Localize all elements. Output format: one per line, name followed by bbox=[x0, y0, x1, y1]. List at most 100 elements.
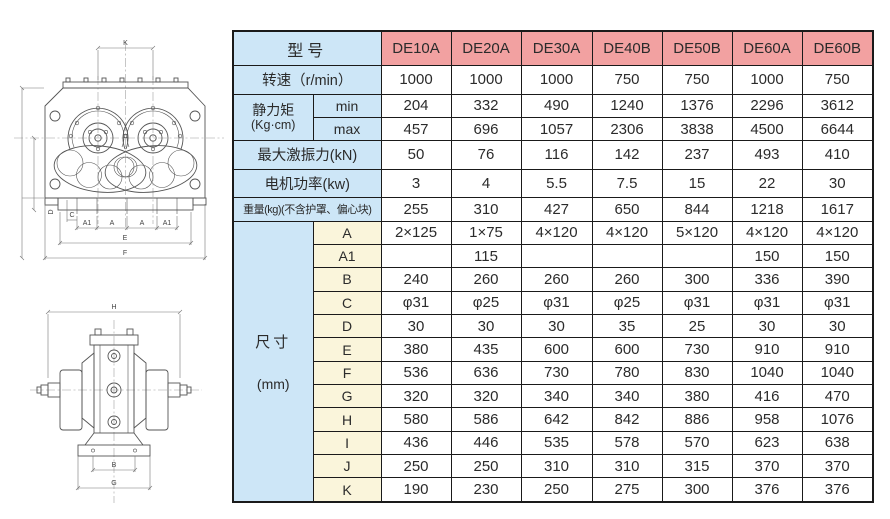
side-view-drawing: H B G bbox=[30, 304, 202, 503]
spec-value: 30 bbox=[801, 168, 874, 199]
vibrator-front-geometry bbox=[44, 77, 207, 214]
spec-value: 4×120 bbox=[731, 220, 803, 245]
table-row: 重量(kg)(不含护罩、偏心块) 255 310 427 650 844 1218 1617 bbox=[232, 197, 874, 222]
center-lines bbox=[30, 320, 202, 503]
spec-value: 844 bbox=[661, 197, 733, 222]
spec-value bbox=[520, 243, 593, 269]
spec-value: 600 bbox=[520, 337, 593, 362]
table-row: F 536 636 730 780 830 1040 1040 bbox=[233, 360, 874, 386]
housing-bolts bbox=[106, 349, 122, 429]
spec-value: 650 bbox=[591, 197, 663, 222]
table-row: 尺寸 (mm) A 2×125 1×75 4×120 4×120 5×120 4×120 4×12… bbox=[232, 220, 874, 503]
table-row: 静力矩 (Kg·cm) min 204 332 490 1240 1376 2296 3612 bbox=[232, 93, 874, 142]
spec-value: 638 bbox=[801, 430, 874, 456]
spec-value: 6644 bbox=[801, 116, 874, 142]
dim-label-f: F bbox=[123, 250, 127, 257]
spec-value: φ31 bbox=[520, 290, 593, 316]
spec-value: 1218 bbox=[731, 197, 803, 222]
spec-value: 416 bbox=[731, 384, 803, 409]
spec-value: 22 bbox=[731, 168, 803, 199]
spec-value: 230 bbox=[450, 477, 522, 503]
spec-value: 435 bbox=[450, 337, 522, 362]
speed-label: 转速（r/min） bbox=[232, 65, 382, 95]
spec-value: 3612 bbox=[801, 93, 874, 118]
spec-value: 275 bbox=[591, 477, 663, 503]
spec-value: 830 bbox=[661, 360, 733, 386]
table-row: max 457 696 1057 2306 3838 4500 6644 bbox=[233, 116, 874, 142]
dim-label-a1-left: A1 bbox=[83, 220, 92, 227]
spec-value: 1040 bbox=[731, 360, 803, 386]
model-name: DE20A bbox=[450, 30, 522, 66]
dim-label-a-left: A bbox=[110, 220, 115, 227]
spec-value: φ25 bbox=[450, 290, 522, 316]
spec-value: 446 bbox=[450, 430, 522, 456]
table-row: 最大激振力(kN) 50 76 116 142 237 493 410 bbox=[232, 140, 874, 170]
spec-value: 240 bbox=[380, 267, 452, 292]
dimension-name: D bbox=[312, 313, 382, 339]
label-line: 尺寸 bbox=[255, 333, 292, 351]
spec-value: 310 bbox=[450, 197, 522, 222]
spec-value: 30 bbox=[450, 313, 522, 339]
dimension-name: I bbox=[312, 430, 382, 456]
spec-value: 1076 bbox=[801, 407, 874, 432]
spec-value: 5.5 bbox=[520, 168, 593, 199]
spec-value: 336 bbox=[731, 267, 803, 292]
model-name: DE60B bbox=[801, 30, 874, 66]
dimension-name: J bbox=[312, 454, 382, 479]
spec-value: 636 bbox=[450, 360, 522, 386]
spec-value: 730 bbox=[520, 360, 593, 386]
spec-value: 4×120 bbox=[801, 220, 874, 245]
spec-value: 910 bbox=[731, 337, 803, 362]
spec-value: 76 bbox=[450, 140, 522, 170]
spec-value: 320 bbox=[450, 384, 522, 409]
dimension-name: B bbox=[312, 267, 382, 292]
spec-value: 1057 bbox=[520, 116, 593, 142]
model-name: DE60A bbox=[731, 30, 803, 66]
spec-value bbox=[661, 243, 733, 269]
spec-value: 260 bbox=[520, 267, 593, 292]
spec-value: 623 bbox=[731, 430, 803, 456]
spec-value: 780 bbox=[591, 360, 663, 386]
spec-value: φ31 bbox=[801, 290, 874, 316]
spec-value: 750 bbox=[801, 65, 874, 95]
spec-value: 255 bbox=[380, 197, 452, 222]
dim-label-g: G bbox=[111, 480, 116, 487]
spec-value: 116 bbox=[520, 140, 593, 170]
spec-value: 750 bbox=[591, 65, 663, 95]
front-dimensions: K D C A1 A A A1 E F bbox=[19, 40, 208, 261]
spec-value: 1000 bbox=[380, 65, 452, 95]
spec-value: 696 bbox=[450, 116, 522, 142]
spec-value: 380 bbox=[661, 384, 733, 409]
spec-value: 30 bbox=[731, 313, 803, 339]
table-row: E 380 435 600 600 730 910 910 bbox=[233, 337, 874, 362]
spec-value: 1040 bbox=[801, 360, 874, 386]
static-moment-label: 静力矩 (Kg·cm) bbox=[232, 93, 314, 142]
dim-label-e: E bbox=[123, 235, 128, 242]
spec-value bbox=[380, 243, 452, 269]
right-eccentric-disc bbox=[145, 369, 192, 431]
spec-value: 300 bbox=[661, 267, 733, 292]
spec-value: 190 bbox=[380, 477, 452, 503]
spec-value: 470 bbox=[801, 384, 874, 409]
spec-value: 237 bbox=[661, 140, 733, 170]
spec-value: 320 bbox=[380, 384, 452, 409]
spec-table: 型号 DE10A DE20A DE30A DE40B DE50B DE60A DE60B 转速（… bbox=[232, 30, 875, 503]
table-row: K 190 230 250 275 300 376 376 bbox=[233, 477, 874, 503]
spec-value: 958 bbox=[731, 407, 803, 432]
side-dimensions: H B G bbox=[45, 304, 183, 491]
table-row: B 240 260 260 260 300 336 390 bbox=[233, 267, 874, 292]
spec-value: 427 bbox=[520, 197, 593, 222]
spec-value: 142 bbox=[591, 140, 663, 170]
model-name: DE10A bbox=[380, 30, 452, 66]
spec-value: 30 bbox=[801, 313, 874, 339]
model-name: DE50B bbox=[661, 30, 733, 66]
eccentric-weights bbox=[53, 145, 198, 193]
spec-value: 1000 bbox=[520, 65, 593, 95]
spec-value: 2×125 bbox=[380, 220, 452, 245]
max-force-label: 最大激振力(kN) bbox=[232, 140, 382, 170]
label-line: (Kg·cm) bbox=[251, 118, 296, 133]
model-name: DE30A bbox=[520, 30, 593, 66]
spec-value: 1376 bbox=[661, 93, 733, 118]
